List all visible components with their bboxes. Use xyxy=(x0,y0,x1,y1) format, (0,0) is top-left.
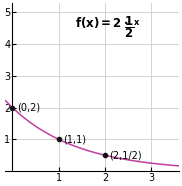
Text: (0,2): (0,2) xyxy=(17,103,40,113)
Text: $\bf{\dfrac{1}{2}}^{\bf{x}}$: $\bf{\dfrac{1}{2}}^{\bf{x}}$ xyxy=(124,15,141,40)
Text: (1,1): (1,1) xyxy=(63,134,86,144)
Text: $\bf{f(x) = 2 \cdot}$: $\bf{f(x) = 2 \cdot}$ xyxy=(75,15,128,30)
Text: (2,1/2): (2,1/2) xyxy=(109,150,141,160)
